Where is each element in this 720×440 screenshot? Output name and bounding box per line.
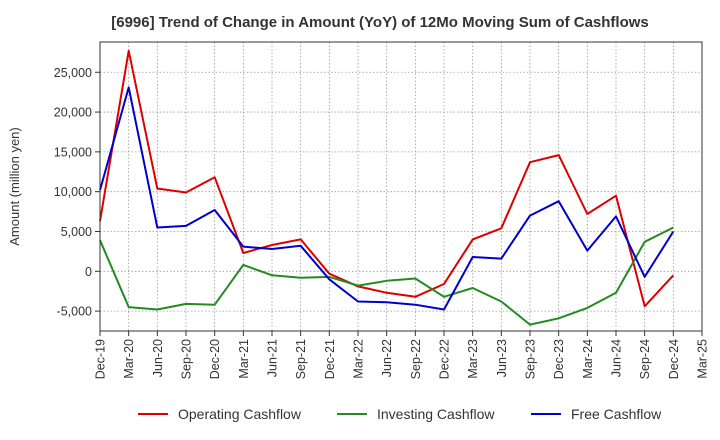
x-tick-label: Dec-23 xyxy=(552,339,566,379)
x-tick-label: Mar-21 xyxy=(237,339,251,379)
legend-label: Operating Cashflow xyxy=(178,406,302,422)
chart-title: [6996] Trend of Change in Amount (YoY) o… xyxy=(111,14,649,31)
x-tick-label: Sep-20 xyxy=(180,339,194,379)
x-axis-ticks: Dec-19 Mar-20 Jun-20 Sep-20 Dec-20 Mar-21 Jun-… xyxy=(94,331,710,379)
x-tick-label: Dec-21 xyxy=(323,339,337,379)
y-tick-label: 15,000 xyxy=(54,145,92,159)
x-tick-label: Mar-22 xyxy=(352,339,366,379)
x-tick-label: Jun-21 xyxy=(266,339,280,377)
grid-lines xyxy=(99,42,703,331)
x-tick-label: Sep-24 xyxy=(638,339,652,379)
x-tick-label: Sep-21 xyxy=(294,339,308,379)
x-tick-label: Dec-22 xyxy=(438,339,452,379)
legend-label: Free Cashflow xyxy=(571,406,662,422)
y-tick-label: -5,000 xyxy=(57,305,92,319)
y-tick-label: 5,000 xyxy=(61,225,92,239)
series-line-investing-cashflow xyxy=(99,226,674,326)
plot-frame xyxy=(99,41,703,332)
x-tick-label: Sep-23 xyxy=(524,339,538,379)
series-lines xyxy=(99,49,675,326)
y-axis-title: Amount (million yen) xyxy=(7,127,22,246)
x-tick-label: Dec-19 xyxy=(94,339,108,379)
y-tick-label: 20,000 xyxy=(54,106,92,120)
y-tick-label: 25,000 xyxy=(54,66,92,80)
x-tick-label: Mar-20 xyxy=(122,339,136,379)
plot-border xyxy=(99,41,703,332)
x-tick-label: Dec-24 xyxy=(667,339,681,379)
x-tick-label: Mar-25 xyxy=(696,339,710,379)
series-line-free-cashflow xyxy=(99,86,675,311)
x-tick-label: Dec-20 xyxy=(208,339,222,379)
x-tick-label: Mar-24 xyxy=(581,339,595,379)
y-tick-label: 0 xyxy=(85,265,92,279)
x-tick-label: Jun-24 xyxy=(610,339,624,377)
x-tick-label: Mar-23 xyxy=(466,339,480,379)
x-tick-label: Sep-22 xyxy=(409,339,423,379)
x-tick-label: Jun-23 xyxy=(495,339,509,377)
plot-area xyxy=(100,42,702,331)
y-axis-ticks: -5,000 0 5,000 10,000 15,000 20,000 25,000 xyxy=(54,66,100,319)
y-tick-label: 10,000 xyxy=(54,185,92,199)
x-tick-label: Jun-20 xyxy=(151,339,165,377)
series-line-operating-cashflow xyxy=(99,49,675,308)
x-tick-label: Jun-22 xyxy=(380,339,394,377)
legend: Operating Cashflow Investing Cashflow Free… xyxy=(138,406,662,422)
legend-label: Investing Cashflow xyxy=(377,406,495,422)
